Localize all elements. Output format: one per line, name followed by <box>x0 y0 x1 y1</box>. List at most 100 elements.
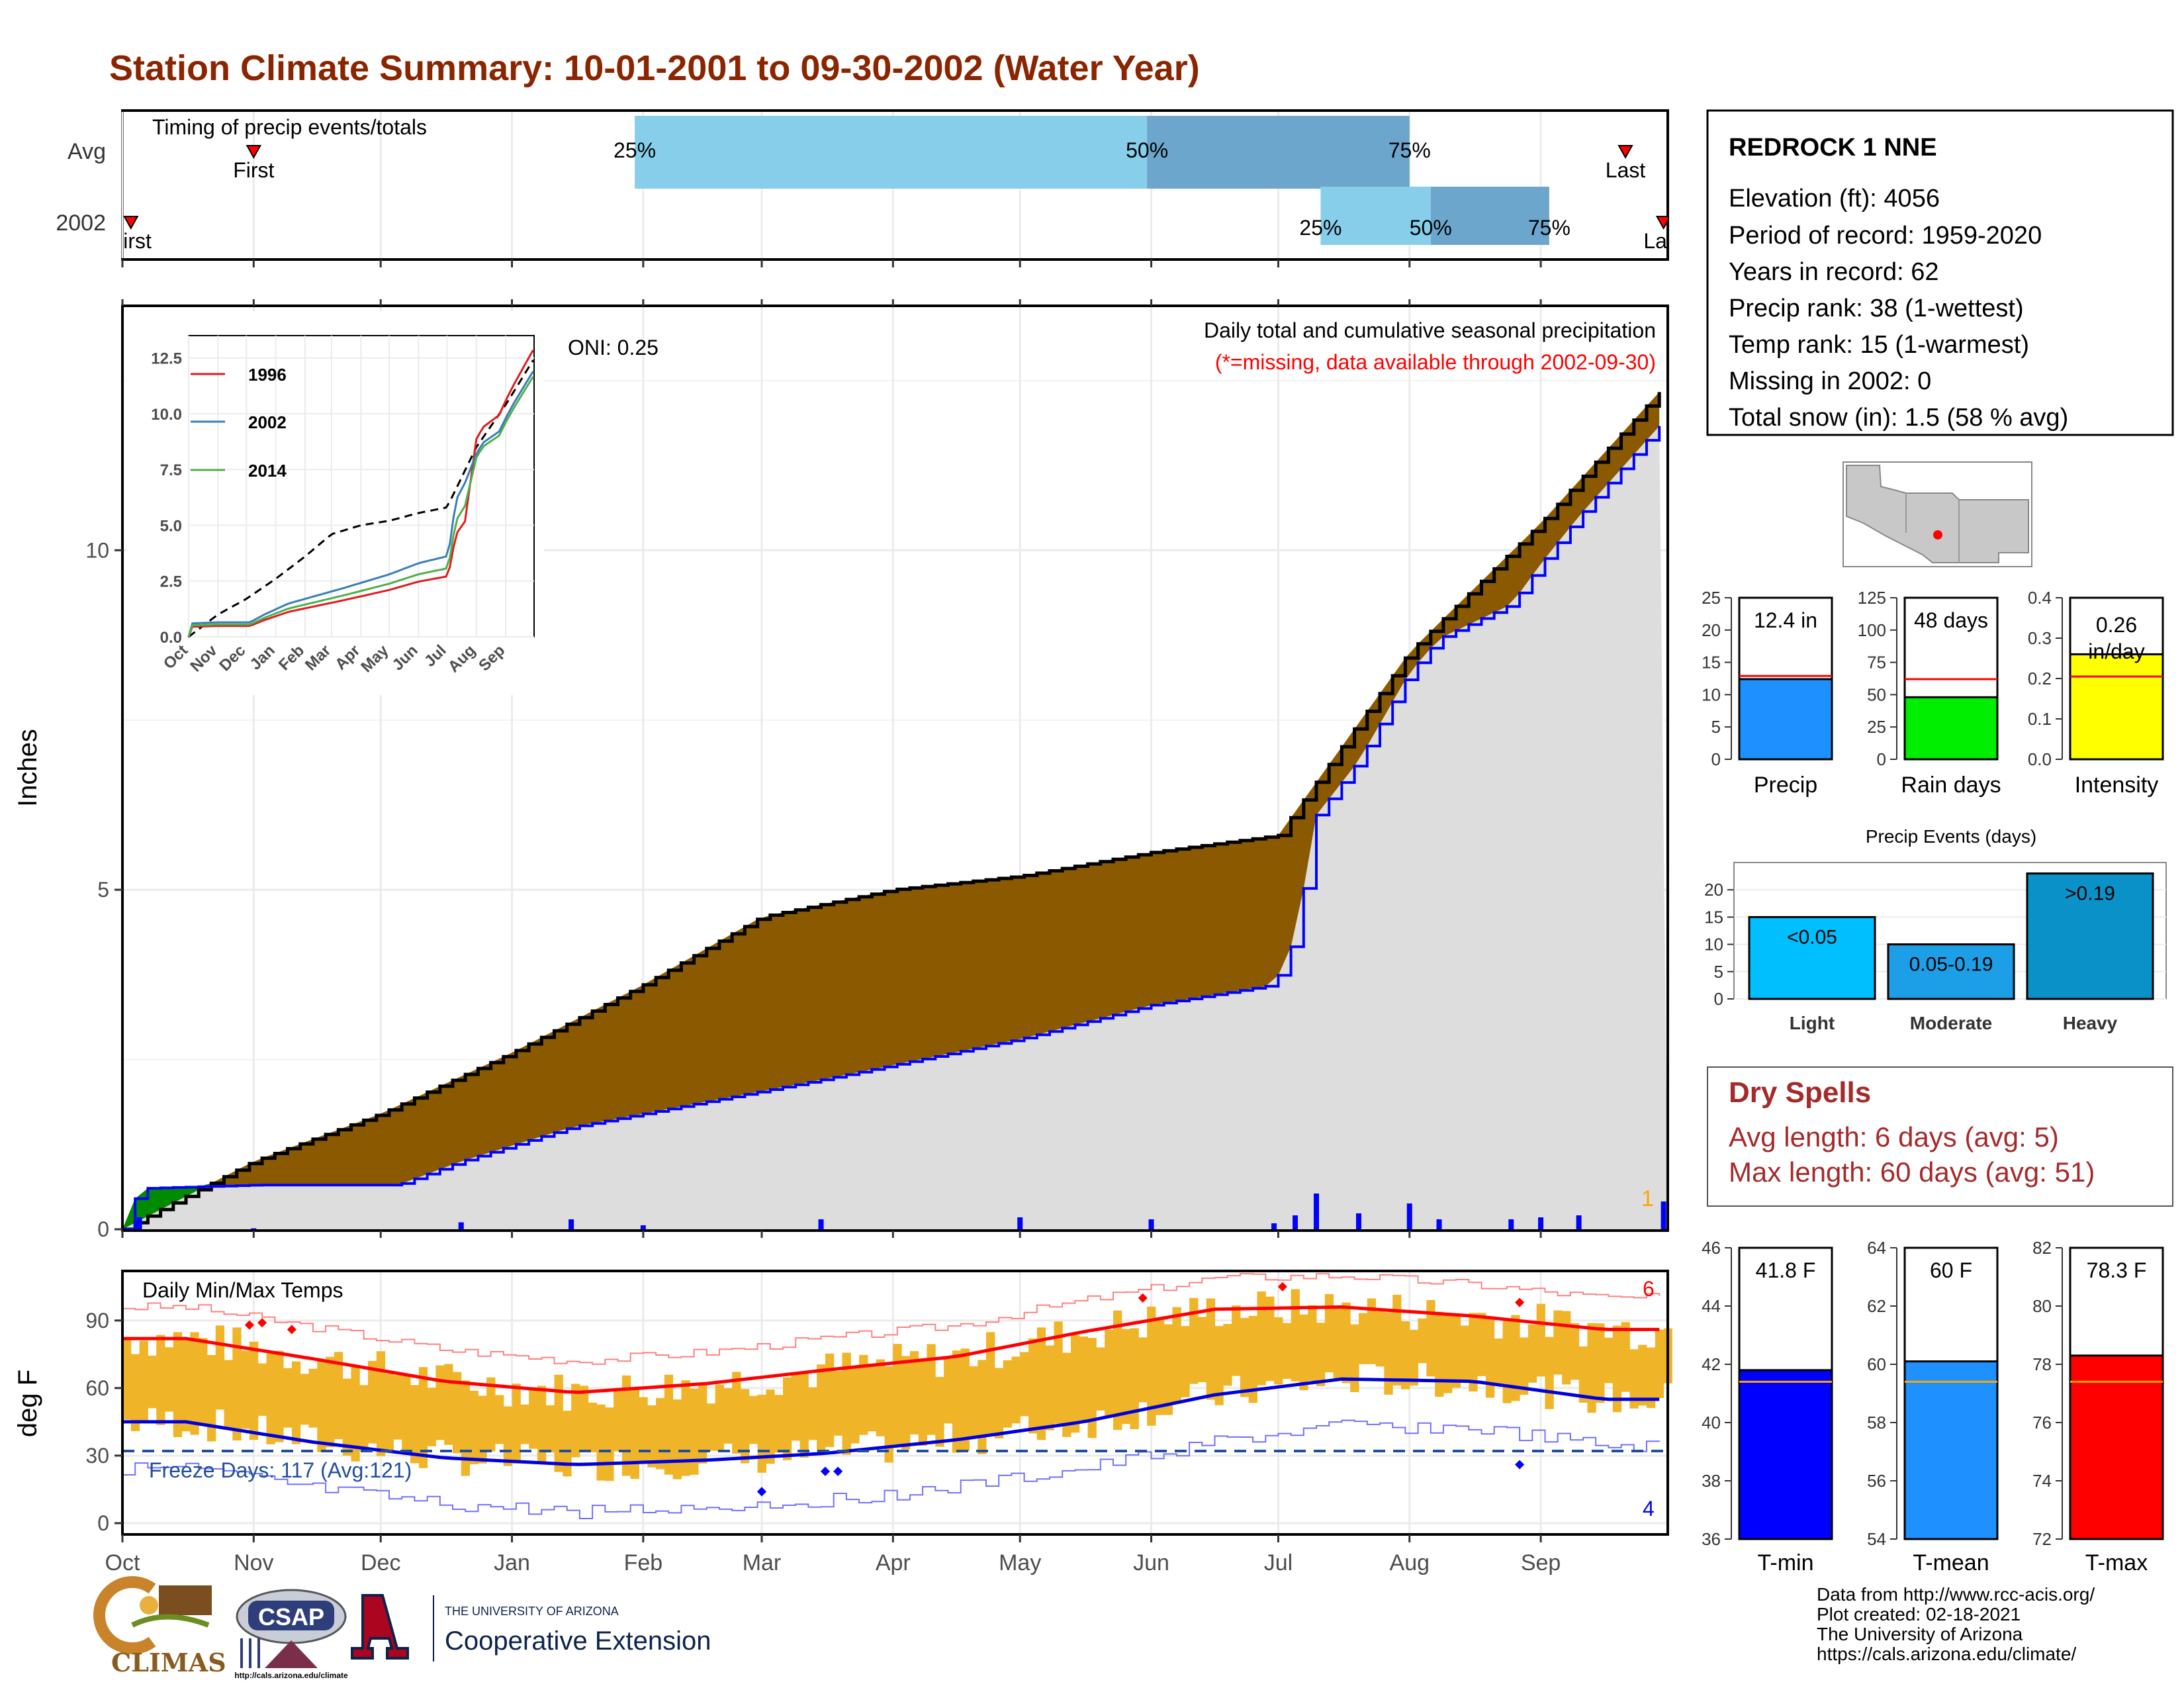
timing-row-avg-label: Avg <box>68 139 106 164</box>
timing-first-marker <box>246 145 262 160</box>
temp-summary-bars: 41.8 F 36 38 40 42 44 46 T-min 60 F 54 56 58 60 62 64 T… <box>1702 1238 2164 1575</box>
temp-daily-bar <box>799 1372 809 1458</box>
summary-tick-label: 0 <box>1711 749 1721 769</box>
precip-y-ticks: 0 5 10 <box>85 299 1542 1241</box>
station-location-dot <box>1933 530 1942 539</box>
temp-daily-bar <box>935 1377 944 1447</box>
temp-daily-bar <box>130 1354 140 1431</box>
temp-daily-bar <box>909 1351 919 1434</box>
summary-bar-value: 48 days <box>1914 608 1988 632</box>
events-tick-label: 15 <box>1704 907 1723 927</box>
dry-spells: Dry Spells Avg length: 6 days (avg: 5) M… <box>1707 1066 2173 1207</box>
temp-daily-bar <box>1105 1330 1114 1416</box>
station-temp-rank: Temp rank: 15 (1-warmest) <box>1729 331 2029 359</box>
temp-daily-bar <box>1113 1310 1122 1430</box>
temp-record-low-marker <box>820 1466 831 1476</box>
temp-daily-bar <box>1172 1307 1181 1404</box>
temp-daily-bar <box>1240 1317 1250 1397</box>
temp-summary-frame <box>1903 1246 1999 1540</box>
month-axis-label: Nov <box>234 1550 273 1575</box>
summary-bar-precip <box>1738 678 1833 761</box>
temp-daily-bar <box>1587 1323 1596 1413</box>
temp-daily-bar <box>1469 1313 1478 1392</box>
precip-daily-bar <box>1271 1223 1277 1229</box>
temp-daily-bar <box>1629 1349 1639 1409</box>
temp-daily-bar <box>588 1402 597 1452</box>
precip-events-bar-label: <0.05 <box>1787 926 1837 948</box>
temp-record-markers <box>244 1282 1525 1497</box>
temp-daily-bar <box>139 1340 148 1422</box>
inset-2002-line <box>187 371 534 637</box>
temp-summary-tick-label: 46 <box>1702 1238 1721 1258</box>
temp-daily-bar <box>308 1368 318 1428</box>
temp-daily-bar <box>1655 1329 1664 1399</box>
summary-tick-label: 15 <box>1702 653 1721 673</box>
timing-last-label: Last <box>1606 158 1646 182</box>
oni-label: ONI: 0.25 <box>568 336 659 359</box>
temp-summary-bar-t-max <box>2069 1354 2164 1540</box>
temp-daily-bar <box>774 1395 784 1453</box>
temp-daily-bar <box>782 1377 792 1460</box>
temp-daily-bar <box>164 1347 174 1412</box>
temp-daily-bar <box>1248 1315 1257 1403</box>
temp-summary-tick-label: 74 <box>2032 1471 2052 1491</box>
timing-label-q75: 75% <box>1528 216 1570 240</box>
inset-2014-line <box>187 376 534 637</box>
temp-daily-bar <box>639 1397 648 1463</box>
temp-daily-bar <box>1359 1313 1368 1364</box>
temp-avg-max-line <box>122 1305 1660 1394</box>
temp-record-low-marker <box>1515 1460 1525 1470</box>
temp-daily-bar <box>867 1364 877 1432</box>
precip-daily-bars <box>136 1194 1666 1229</box>
inset-chart: 1996 2002 2014 0.0 2.5 5.0 7.5 10.0 12.5 OctNo… <box>127 311 544 695</box>
summary-bar-intensity <box>2069 653 2164 761</box>
temp-daily-bar <box>969 1366 978 1437</box>
summary-tick-label: 0 <box>1877 749 1886 769</box>
inset-y-tick-label: 7.5 <box>160 461 182 479</box>
temp-daily-bar <box>427 1387 436 1446</box>
temp-daily-bar <box>766 1389 775 1464</box>
timing-panel-label: Timing of precip events/totals <box>152 115 427 139</box>
precip-daily-bar <box>458 1222 464 1229</box>
temp-daily-bar <box>1612 1325 1622 1413</box>
temp-summary-frame <box>1738 1246 1833 1540</box>
inset-x-tick-label: Aug <box>445 641 479 676</box>
temp-daily-bar <box>342 1378 351 1456</box>
ua-bottom-text: Cooperative Extension <box>445 1626 711 1656</box>
station-precip-rank: Precip rank: 38 (1-wettest) <box>1729 295 2024 322</box>
temp-daily-bar <box>1367 1298 1377 1364</box>
month-axis-label: May <box>999 1550 1041 1575</box>
temp-daily-bar <box>545 1405 555 1453</box>
temp-daily-bar <box>1274 1317 1283 1385</box>
temp-daily-bar <box>291 1361 301 1444</box>
temp-summary-tick-label: 38 <box>1702 1471 1721 1491</box>
temp-daily-bar <box>1181 1326 1190 1397</box>
temp-daily-bar <box>376 1351 386 1456</box>
precip-2002-cumulative-line <box>122 426 1661 1231</box>
summary-bar-frame <box>1903 596 1999 761</box>
temp-record-high-marker <box>287 1325 296 1335</box>
inset-legend: 1996 2002 2014 <box>191 365 287 481</box>
temp-daily-bar <box>741 1389 750 1464</box>
page-title: Station Climate Summary: 10-01-2001 to 0… <box>109 48 1200 88</box>
summary-bar-frame <box>2069 596 2164 761</box>
summary-bar-rain-days <box>1903 696 1999 761</box>
precip-deficit-area <box>122 392 1660 1230</box>
temp-daily-bar <box>672 1399 682 1479</box>
month-axis-label: Jun <box>1133 1550 1169 1575</box>
summary-tick-label: 0.4 <box>2028 588 2052 608</box>
temp-daily-bar <box>876 1359 886 1436</box>
temp-daily-bar <box>1426 1299 1435 1377</box>
inset-background <box>127 311 544 695</box>
summary-bars: 12.4 in 0 5 10 15 20 25 Precip 48 days 0 25 50 75 100… <box>1702 588 2164 798</box>
month-axis-label: Sep <box>1521 1550 1561 1575</box>
temp-daily-bar <box>486 1377 496 1452</box>
temp-daily-bar <box>359 1385 369 1451</box>
timing-first-label: First <box>233 158 274 182</box>
temp-daily-bar <box>461 1380 471 1476</box>
temp-daily-bar <box>283 1368 293 1428</box>
climas-logo: CLIMAS <box>93 1576 226 1677</box>
inset-1996-line <box>187 350 534 637</box>
temp-daily-bar <box>190 1332 199 1435</box>
summary-tick-label: 50 <box>1867 684 1886 704</box>
